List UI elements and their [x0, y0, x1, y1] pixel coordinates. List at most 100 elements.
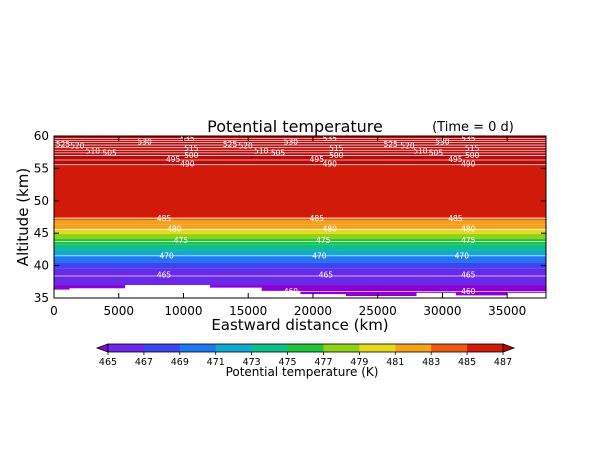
- band-486.2: [54, 165, 546, 217]
- contour-label-510: 510: [86, 147, 101, 156]
- contour-label-475: 475: [461, 236, 476, 245]
- contour-label-530: 530: [435, 137, 450, 146]
- terrain-segment: [69, 288, 126, 298]
- contour-label-495: 495: [310, 155, 325, 164]
- contour-label-535: 535: [323, 134, 338, 143]
- colorbar-segment: [359, 344, 396, 352]
- colorbar-tick-label: 477: [314, 357, 332, 368]
- contour-label-525: 525: [383, 140, 398, 149]
- x-tick-label: 30000: [423, 304, 461, 318]
- y-axis-label: Altitude (km): [14, 168, 32, 266]
- colorbar-segment: [179, 344, 217, 352]
- contour-label-480: 480: [461, 224, 476, 233]
- colorbar-tick-label: 485: [458, 357, 476, 368]
- x-tick-label: 15000: [229, 304, 267, 318]
- contour-label-535: 535: [461, 134, 476, 143]
- colorbar-tick-label: 473: [243, 357, 261, 368]
- colorbar-segment: [431, 344, 468, 352]
- contour-label-490: 490: [461, 159, 476, 168]
- contour-label-465: 465: [157, 270, 172, 279]
- contour-lines: [54, 138, 546, 292]
- contour-label-505: 505: [429, 148, 444, 157]
- colorbar: 465 467 469 471 473 475 477 479 481 483 485 487: [95, 343, 516, 368]
- colorbar-tick-label: 483: [422, 357, 440, 368]
- colorbar-segment: [395, 344, 432, 352]
- y-tick-label: 35: [34, 291, 49, 305]
- contour-label-530: 530: [137, 137, 152, 146]
- band-472.1: [54, 250, 546, 256]
- contour-label-520: 520: [400, 141, 415, 150]
- contour-label-475: 475: [174, 236, 189, 245]
- terrain-segment: [261, 290, 301, 298]
- contour-label-480: 480: [323, 224, 338, 233]
- contour-label-500: 500: [184, 151, 199, 160]
- colorbar-tick-label: 475: [278, 357, 296, 368]
- colorbar-tick-label: 487: [494, 357, 512, 368]
- colorbar-tick-label: 469: [171, 357, 189, 368]
- time-annotation: (Time = 0 d): [432, 120, 514, 135]
- band-482.9: [54, 220, 546, 225]
- colorbar-segment: [323, 344, 360, 352]
- terrain-segment: [507, 292, 546, 298]
- contour-label-520: 520: [70, 141, 85, 150]
- contour-label-535: 535: [180, 134, 195, 143]
- x-tick-label: 20000: [294, 304, 332, 318]
- contour-label-510: 510: [413, 147, 428, 156]
- contour-label-530: 530: [284, 137, 299, 146]
- x-axis-label: Eastward distance (km): [211, 316, 388, 334]
- terrain-segment: [209, 287, 262, 298]
- contour-label-470: 470: [455, 251, 470, 260]
- band-481: [54, 224, 546, 230]
- band-473.9: [54, 244, 546, 251]
- x-tick-label: 5000: [103, 304, 134, 318]
- contour-label-525: 525: [56, 140, 71, 149]
- y-tick-label: 60: [34, 129, 49, 143]
- plot-frame: [53, 135, 547, 299]
- contour-label-505: 505: [103, 148, 118, 157]
- chart-title: Potential temperature: [207, 117, 383, 136]
- contour-label-465: 465: [319, 270, 334, 279]
- contour-label-515: 515: [184, 144, 199, 153]
- colorbar-segment: [251, 344, 288, 352]
- band-466.8: [54, 268, 546, 276]
- colorbar-extend-high: [502, 343, 516, 353]
- x-tick-label: 10000: [164, 304, 202, 318]
- contour-label-490: 490: [323, 159, 338, 168]
- contour-label-510: 510: [254, 147, 269, 156]
- contour-label-480: 480: [167, 224, 182, 233]
- y-tick-label: 45: [34, 226, 49, 240]
- contour-label-500: 500: [465, 151, 480, 160]
- band-479.2: [54, 229, 546, 234]
- x-tick-label: 25000: [359, 304, 397, 318]
- x-tick-label: 35000: [488, 304, 526, 318]
- terrain-segment: [455, 295, 508, 298]
- contour-label-520: 520: [238, 141, 253, 150]
- contour-label-475: 475: [316, 236, 331, 245]
- colorbar-tick-label: 479: [350, 357, 368, 368]
- contour-label-495: 495: [166, 155, 181, 164]
- terrain-mask: [54, 285, 546, 298]
- contour-label-485: 485: [310, 214, 325, 223]
- contour-label-470: 470: [312, 251, 327, 260]
- colorbar-segment: [143, 344, 181, 352]
- colorbar-tick-label: 481: [386, 357, 404, 368]
- y-tick-label: 50: [34, 194, 49, 208]
- colorbar-tick-label: 471: [207, 357, 225, 368]
- terrain-segment: [300, 294, 346, 298]
- terrain-segment: [345, 296, 418, 298]
- contour-label-500: 500: [329, 151, 344, 160]
- terrain-segment: [416, 292, 456, 298]
- colorbar-frame: [107, 343, 504, 353]
- colorbar-segment: [287, 344, 324, 352]
- contour-label-515: 515: [329, 144, 344, 153]
- y-tick-label: 40: [34, 259, 49, 273]
- contour-label-485: 485: [448, 214, 463, 223]
- contour-label-460: 460: [284, 287, 299, 296]
- contour-label-490: 490: [180, 159, 195, 168]
- colorbar-segment: [108, 344, 145, 352]
- terrain-segment: [54, 289, 71, 298]
- contour-label-495: 495: [448, 155, 463, 164]
- band-465.2: [54, 275, 546, 286]
